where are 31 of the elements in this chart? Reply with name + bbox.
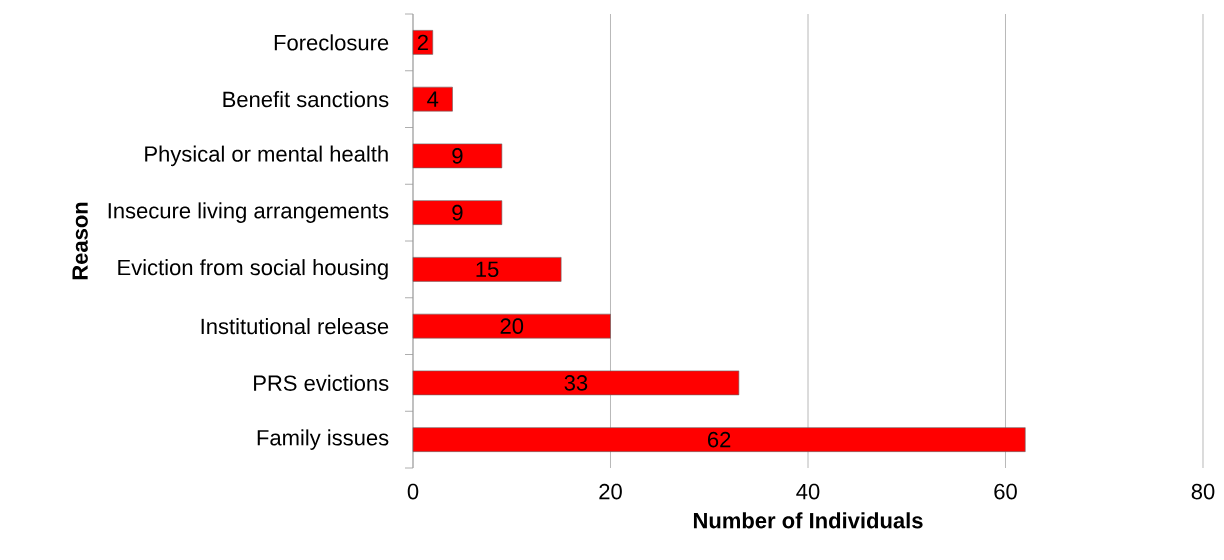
bar [412, 200, 503, 225]
x-tick-label: 60 [994, 483, 1017, 500]
bar [412, 257, 562, 282]
y-tick-label: Physical or mental health [145, 145, 388, 167]
data-label: 9 [452, 204, 463, 221]
x-tick-label: 20 [599, 483, 622, 500]
y-tick-label: Foreclosure [274, 34, 389, 51]
data-label: 62 [708, 431, 731, 448]
bar [412, 313, 611, 339]
y-tick-label: Eviction from social housing [118, 259, 388, 280]
y-tick-label: Family issues [257, 429, 389, 450]
data-label: 2 [417, 34, 428, 51]
data-label: 15 [476, 261, 499, 278]
x-tick-label: 0 [407, 483, 419, 500]
y-tick-label: PRS evictions [254, 374, 389, 391]
bar [412, 143, 503, 169]
bar [412, 30, 434, 55]
x-tick-label: 40 [796, 483, 820, 500]
bar [412, 86, 453, 112]
data-label: 9 [452, 148, 463, 164]
bar [412, 427, 1026, 452]
x-tick-label: 80 [1191, 483, 1215, 500]
y-axis-title: Reason [72, 202, 88, 280]
x-axis-title: Number of Individuals [693, 512, 923, 529]
data-label: 20 [500, 318, 524, 334]
y-tick-label: Institutional release [201, 318, 389, 335]
y-tick-label: Benefit sanctions [223, 91, 389, 108]
data-label: 4 [427, 91, 439, 107]
y-tick-label: Insecure living arrangements [108, 202, 389, 223]
data-label: 33 [564, 375, 588, 391]
bar [412, 370, 740, 396]
